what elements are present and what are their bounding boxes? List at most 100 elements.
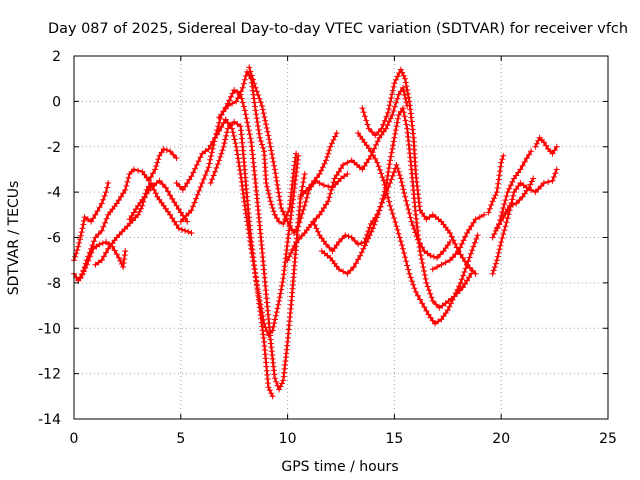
data-point <box>291 242 298 249</box>
data-point <box>406 210 413 217</box>
data-point <box>389 146 396 152</box>
data-point <box>345 233 352 240</box>
data-point <box>234 151 241 158</box>
data-point <box>481 211 488 218</box>
data-point <box>377 203 384 210</box>
data-point <box>291 230 297 236</box>
data-point <box>330 136 337 143</box>
data-point <box>360 245 367 252</box>
data-point <box>273 309 280 316</box>
data-series <box>71 64 560 400</box>
data-point <box>197 183 204 190</box>
data-point <box>439 302 446 309</box>
axis-ticks <box>73 55 609 420</box>
data-point <box>495 249 502 256</box>
data-point <box>259 141 265 148</box>
data-point <box>476 214 483 221</box>
data-point <box>88 249 95 256</box>
data-point <box>167 192 174 199</box>
data-point <box>296 219 303 226</box>
data-point <box>115 197 122 204</box>
data-point <box>239 84 246 91</box>
data-point <box>271 162 278 169</box>
data-point <box>191 199 198 206</box>
data-point <box>553 143 560 150</box>
data-point <box>472 216 479 223</box>
data-point <box>331 175 338 182</box>
data-point <box>210 142 217 148</box>
data-point <box>383 190 390 197</box>
data-point <box>365 228 372 235</box>
data-point <box>423 307 430 314</box>
data-point <box>147 174 154 180</box>
data-point <box>268 201 275 208</box>
data-point <box>395 91 402 98</box>
data-point <box>400 72 407 79</box>
data-point <box>165 188 171 195</box>
data-point <box>130 166 137 173</box>
data-point <box>498 239 505 245</box>
data-point <box>366 232 373 239</box>
data-point <box>124 178 131 185</box>
data-point <box>428 294 435 301</box>
data-point <box>461 281 468 287</box>
data-point <box>160 146 167 152</box>
x-tick-label: 25 <box>599 431 617 447</box>
data-point <box>444 307 451 314</box>
data-point <box>461 258 468 265</box>
data-point <box>364 121 371 128</box>
data-point <box>335 168 342 175</box>
data-point <box>208 153 214 160</box>
data-point <box>333 172 340 179</box>
data-point <box>101 192 108 199</box>
data-point <box>426 214 433 221</box>
data-point <box>488 202 495 208</box>
data-point <box>341 173 348 180</box>
data-point <box>451 293 458 300</box>
data-point <box>342 232 349 239</box>
data-point <box>401 113 408 120</box>
data-point <box>394 119 401 126</box>
data-point <box>82 265 89 272</box>
data-point <box>245 127 252 134</box>
data-point <box>175 225 182 232</box>
data-point <box>173 155 180 162</box>
data-point <box>152 166 159 173</box>
data-point <box>403 121 410 128</box>
data-point <box>92 211 99 218</box>
data-point <box>361 113 368 120</box>
series-arc-10 <box>246 64 351 236</box>
data-point <box>398 179 405 186</box>
data-point <box>231 118 238 125</box>
data-point <box>291 162 298 169</box>
data-point <box>393 223 400 230</box>
data-point <box>405 94 412 101</box>
series-arc-14 <box>318 105 475 311</box>
data-point <box>540 180 547 186</box>
data-point <box>394 226 401 233</box>
data-point <box>390 107 397 114</box>
series-arc-8 <box>207 118 276 400</box>
data-point <box>255 92 262 98</box>
series-arc-20 <box>493 175 537 232</box>
data-point <box>458 276 465 283</box>
data-point <box>329 183 336 190</box>
data-point <box>363 142 370 149</box>
data-point <box>296 236 302 242</box>
data-point <box>244 119 251 126</box>
data-point <box>233 147 240 154</box>
data-point <box>316 171 323 177</box>
data-point <box>362 242 368 249</box>
data-point <box>89 242 96 249</box>
data-point <box>406 270 413 277</box>
data-point <box>323 157 329 164</box>
data-point <box>202 172 209 179</box>
data-point <box>448 300 454 307</box>
data-point <box>395 230 402 237</box>
series-arc-21 <box>532 134 560 157</box>
data-point <box>170 151 177 158</box>
data-point <box>421 268 427 274</box>
data-point <box>88 218 95 225</box>
data-point <box>77 232 84 239</box>
data-point <box>100 196 107 203</box>
